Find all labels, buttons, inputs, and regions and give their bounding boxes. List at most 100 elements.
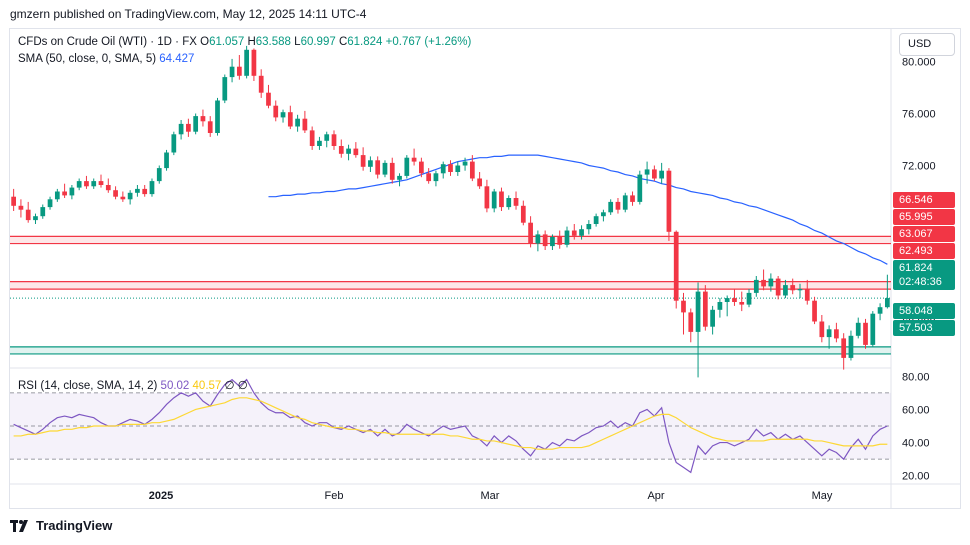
- candle-body[interactable]: [462, 161, 468, 166]
- candle-body[interactable]: [331, 134, 337, 146]
- candle-body[interactable]: [40, 207, 46, 217]
- candle-body[interactable]: [448, 164, 453, 172]
- candle-body[interactable]: [346, 148, 351, 154]
- candle-body[interactable]: [739, 302, 745, 305]
- candle-body[interactable]: [688, 312, 694, 332]
- candle-body[interactable]: [506, 198, 512, 208]
- candle-body[interactable]: [186, 123, 191, 132]
- candle-body[interactable]: [666, 170, 672, 232]
- candle-body[interactable]: [797, 289, 803, 291]
- candle-body[interactable]: [404, 157, 410, 176]
- candle-body[interactable]: [222, 77, 228, 101]
- candle-body[interactable]: [819, 321, 825, 338]
- candle-body[interactable]: [535, 234, 541, 244]
- candle-body[interactable]: [455, 165, 461, 173]
- candle-body[interactable]: [76, 181, 82, 188]
- candle-body[interactable]: [513, 198, 519, 206]
- candle-body[interactable]: [630, 195, 635, 202]
- candle-body[interactable]: [761, 279, 766, 287]
- candle-body[interactable]: [149, 181, 155, 195]
- candle-body[interactable]: [440, 164, 446, 174]
- candle-body[interactable]: [848, 335, 854, 358]
- candle-body[interactable]: [309, 130, 315, 146]
- candle-body[interactable]: [91, 181, 97, 187]
- candle-body[interactable]: [469, 161, 475, 179]
- candle-body[interactable]: [564, 230, 570, 245]
- candle-body[interactable]: [411, 157, 417, 162]
- candle-body[interactable]: [11, 196, 17, 206]
- candle-body[interactable]: [244, 49, 249, 76]
- candle-body[interactable]: [317, 140, 322, 146]
- candle-body[interactable]: [571, 230, 577, 236]
- candle-body[interactable]: [499, 191, 504, 208]
- candle-body[interactable]: [215, 100, 220, 134]
- candle-body[interactable]: [659, 170, 665, 179]
- candle-body[interactable]: [353, 148, 359, 156]
- candle-body[interactable]: [622, 195, 628, 210]
- candle-body[interactable]: [695, 291, 701, 332]
- candle-body[interactable]: [266, 92, 271, 106]
- candle-body[interactable]: [717, 302, 723, 310]
- candle-body[interactable]: [550, 237, 555, 247]
- candle-body[interactable]: [557, 237, 563, 245]
- candle-body[interactable]: [753, 279, 759, 293]
- candle-body[interactable]: [484, 186, 490, 209]
- candle-body[interactable]: [426, 173, 432, 182]
- candle-body[interactable]: [84, 181, 89, 187]
- candle-body[interactable]: [433, 173, 439, 182]
- candle-body[interactable]: [877, 307, 883, 314]
- candle-body[interactable]: [783, 285, 788, 296]
- candle-body[interactable]: [368, 160, 373, 167]
- candle-body[interactable]: [528, 222, 533, 244]
- candle-body[interactable]: [98, 181, 104, 185]
- candle-body[interactable]: [710, 309, 715, 327]
- candle-body[interactable]: [732, 298, 737, 302]
- candle-body[interactable]: [295, 118, 300, 127]
- candle-body[interactable]: [338, 146, 344, 154]
- candle-body[interactable]: [105, 185, 111, 191]
- candle-body[interactable]: [236, 66, 242, 76]
- candle-body[interactable]: [790, 285, 796, 291]
- candle-body[interactable]: [863, 322, 868, 345]
- currency-button[interactable]: USD: [899, 33, 955, 56]
- candle-body[interactable]: [804, 289, 810, 301]
- candle-body[interactable]: [54, 191, 60, 200]
- candle-body[interactable]: [229, 66, 235, 78]
- candle-body[interactable]: [302, 118, 308, 131]
- candle-body[interactable]: [542, 234, 548, 247]
- candle-body[interactable]: [135, 188, 140, 193]
- candle-body[interactable]: [477, 178, 482, 187]
- candle-body[interactable]: [251, 49, 257, 76]
- candle-body[interactable]: [884, 298, 890, 308]
- candle-body[interactable]: [615, 201, 621, 210]
- candle-body[interactable]: [142, 188, 148, 195]
- candle-body[interactable]: [637, 174, 643, 202]
- candle-body[interactable]: [18, 205, 24, 210]
- candle-body[interactable]: [870, 313, 876, 345]
- candle-body[interactable]: [287, 112, 293, 127]
- candle-body[interactable]: [724, 298, 730, 302]
- candle-body[interactable]: [520, 205, 526, 223]
- tradingview-logo[interactable]: TradingView: [10, 518, 112, 533]
- candle-body[interactable]: [775, 278, 781, 296]
- candle-body[interactable]: [127, 192, 133, 200]
- candle-body[interactable]: [156, 168, 162, 182]
- rsi-legend[interactable]: RSI (14, close, SMA, 14, 2) 50.02 40.57 …: [18, 378, 248, 392]
- candle-body[interactable]: [25, 209, 31, 221]
- candle-body[interactable]: [375, 160, 381, 175]
- candle-body[interactable]: [258, 75, 264, 93]
- candle-body[interactable]: [768, 278, 774, 287]
- candle-body[interactable]: [812, 300, 817, 322]
- candle-body[interactable]: [382, 162, 388, 175]
- candle-body[interactable]: [113, 190, 118, 197]
- candle-body[interactable]: [826, 329, 832, 338]
- candle-body[interactable]: [644, 169, 650, 175]
- candle-body[interactable]: [200, 116, 206, 122]
- candle-body[interactable]: [579, 229, 584, 236]
- candle-body[interactable]: [586, 224, 592, 230]
- candle-body[interactable]: [360, 155, 366, 167]
- candle-body[interactable]: [419, 161, 424, 174]
- candle-body[interactable]: [652, 169, 657, 179]
- candle-body[interactable]: [207, 121, 213, 133]
- candle-body[interactable]: [841, 338, 847, 358]
